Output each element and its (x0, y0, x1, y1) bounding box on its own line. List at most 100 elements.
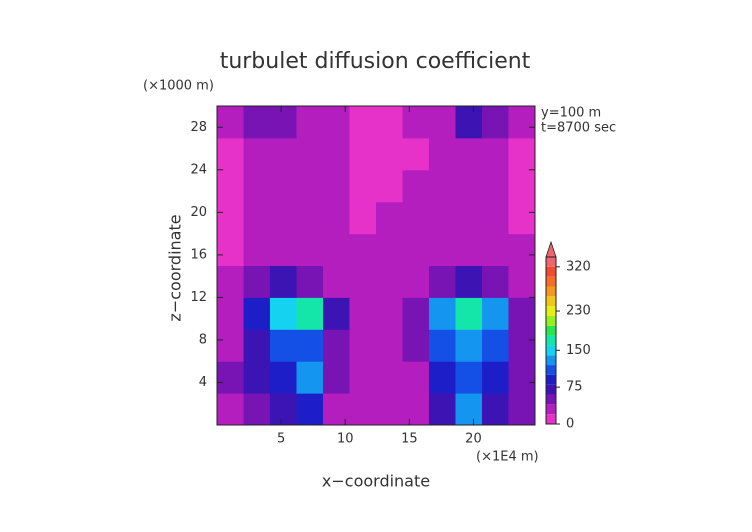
heatmap-cell (243, 329, 271, 362)
heatmap-cell (243, 201, 271, 235)
heatmap-cell (217, 169, 245, 203)
heatmap-cell (482, 233, 509, 266)
heatmap-cell (323, 137, 350, 171)
heatmap-cell (323, 265, 350, 298)
chart-title: turbulet diffusion coefficient (220, 49, 531, 74)
x-axis-label: x−coordinate (322, 472, 430, 491)
heatmap-cell (428, 169, 456, 203)
heatmap-cell (455, 329, 483, 362)
heatmap-cell (269, 233, 297, 266)
heatmap-cell (269, 169, 297, 203)
heatmap-cell (402, 361, 430, 394)
heatmap-cell (402, 106, 430, 139)
heatmap-cell (402, 137, 430, 171)
x-tick-label: 10 (337, 432, 354, 447)
colorbar-tick-label: 230 (566, 304, 591, 319)
heatmap-cell (217, 106, 245, 139)
heatmap-cell (217, 361, 245, 394)
heatmap-cell (269, 201, 297, 235)
heatmap-cell (296, 169, 324, 203)
colorbar-tick-label: 150 (566, 343, 591, 358)
heatmap-cell (349, 329, 377, 362)
colorbar-band (546, 296, 556, 307)
heatmap-cell (323, 233, 350, 266)
heatmap-cell (296, 137, 324, 171)
heatmap-cell (269, 265, 297, 298)
x-unit: (×1E4 m) (476, 450, 539, 465)
heatmap-cell (455, 201, 483, 235)
heatmap-cell (482, 137, 509, 171)
heatmap-cell (455, 361, 483, 394)
heatmap-cell (508, 265, 536, 298)
heatmap-cell (508, 106, 536, 139)
heatmap-cell (428, 106, 456, 139)
heatmap-cell (217, 201, 245, 235)
colorbar-band (546, 335, 556, 346)
y-tick-label: 4 (199, 375, 207, 390)
colorbar-arrow (545, 240, 557, 258)
x-tick-label: 15 (401, 432, 418, 447)
y-tick-label: 20 (190, 205, 207, 220)
heatmap-cell (482, 201, 509, 235)
heatmap-cell (269, 297, 297, 330)
heatmap-cell (296, 106, 324, 139)
heatmap-cell (402, 329, 430, 362)
colorbar-band (546, 384, 556, 395)
heatmap-cell (428, 329, 456, 362)
heatmap-cell (243, 233, 271, 266)
y-tick-label: 8 (199, 332, 207, 347)
heatmap-cell (323, 361, 350, 394)
heatmap-cell (482, 169, 509, 203)
plot-frame (216, 105, 536, 426)
heatmap-cell (455, 393, 483, 426)
heatmap-cell (296, 265, 324, 298)
colorbar-band (546, 266, 556, 277)
heatmap-cell (428, 393, 456, 426)
y-tick-label: 28 (190, 120, 207, 135)
heatmap-cell (349, 169, 377, 203)
heatmap-cell (296, 329, 324, 362)
heatmap-cell (508, 201, 536, 235)
heatmap-cell (482, 265, 509, 298)
heatmap-cell (455, 265, 483, 298)
heatmap-cell (243, 169, 271, 203)
heatmap-cell (508, 297, 536, 330)
heatmap-cell (428, 233, 456, 266)
heatmap-cell (376, 137, 404, 171)
heatmap-cell (269, 329, 297, 362)
heatmap-cell (243, 106, 271, 139)
heatmap-cell (482, 297, 509, 330)
heatmap-cell (376, 201, 404, 235)
heatmap-cell (376, 329, 404, 362)
heatmap-cell (296, 201, 324, 235)
heatmap-cell (269, 393, 297, 426)
colorbar-band (546, 404, 556, 415)
heatmap-cell (508, 233, 536, 266)
heatmap-cell (376, 361, 404, 394)
heatmap-cell (323, 393, 350, 426)
y-unit: (×1000 m) (143, 79, 214, 94)
heatmap-cell (402, 393, 430, 426)
colorbar-band (546, 315, 556, 326)
heatmap-cell (217, 233, 245, 266)
heatmap-cell (376, 106, 404, 139)
heatmap-cell (217, 297, 245, 330)
heatmap-cell (349, 106, 377, 139)
heatmap-cell (402, 233, 430, 266)
heatmap-cell (243, 137, 271, 171)
heatmap-cell (508, 361, 536, 394)
heatmap-cell (243, 297, 271, 330)
heatmap-cell (323, 106, 350, 139)
heatmap-cell (217, 329, 245, 362)
heatmap-cell (217, 137, 245, 171)
heatmap-cell (428, 201, 456, 235)
heatmap-cell (349, 233, 377, 266)
annotation: t=8700 sec (541, 121, 616, 136)
colorbar-band (546, 414, 556, 424)
heatmap-cell (349, 265, 377, 298)
y-tick-label: 16 (190, 247, 207, 262)
heatmap-cell (349, 393, 377, 426)
colorbar-tick-label: 0 (566, 417, 574, 432)
colorbar-tick-label: 320 (566, 259, 591, 274)
heatmap-cell (323, 297, 350, 330)
